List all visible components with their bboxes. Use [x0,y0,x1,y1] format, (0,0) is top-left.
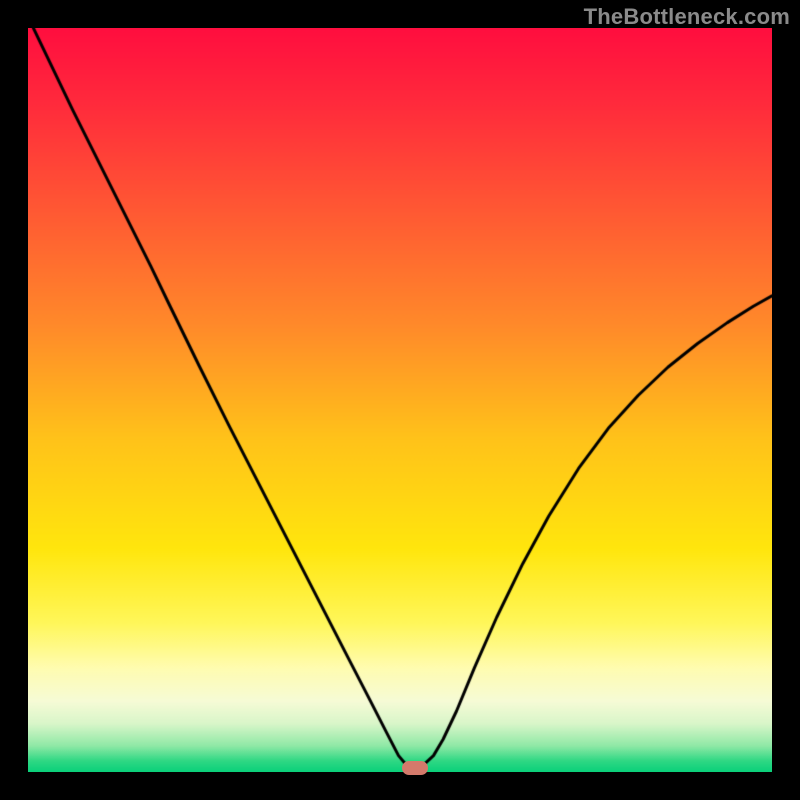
chart-frame: TheBottleneck.com [0,0,800,800]
plot-canvas [28,28,772,772]
optimum-marker [402,761,428,775]
watermark-text: TheBottleneck.com [584,4,790,30]
plot-area [28,28,772,772]
